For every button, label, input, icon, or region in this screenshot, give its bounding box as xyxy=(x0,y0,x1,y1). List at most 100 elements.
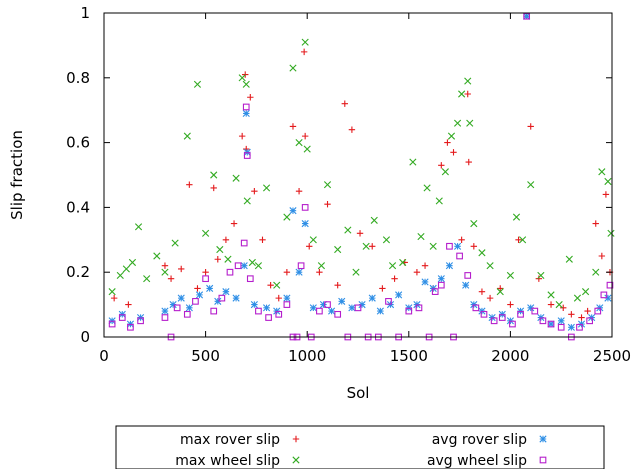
data-point xyxy=(506,271,514,280)
legend-label: max wheel slip xyxy=(175,453,280,469)
data-point xyxy=(183,132,191,140)
data-point xyxy=(453,119,462,127)
data-point xyxy=(323,181,332,189)
data-point xyxy=(356,230,364,237)
data-point xyxy=(547,320,555,328)
data-point xyxy=(464,272,472,279)
data-point xyxy=(557,323,565,331)
data-point xyxy=(226,268,234,276)
x-tick-label: 2500 xyxy=(593,347,631,365)
data-point xyxy=(316,307,323,315)
data-point xyxy=(161,307,169,315)
data-point xyxy=(527,304,535,312)
data-point xyxy=(594,307,602,315)
data-point xyxy=(238,132,246,140)
data-point xyxy=(173,304,181,312)
data-point xyxy=(382,236,391,244)
series-avg-rover-slip xyxy=(108,12,612,331)
data-point xyxy=(447,132,456,140)
data-point xyxy=(118,314,126,321)
data-point xyxy=(606,281,614,289)
data-point xyxy=(604,177,612,186)
data-point xyxy=(297,262,305,270)
data-point xyxy=(573,294,582,302)
data-point xyxy=(301,204,309,211)
y-tick-label: 0.4 xyxy=(66,198,90,216)
data-point xyxy=(303,145,311,153)
data-point xyxy=(324,200,331,208)
data-point xyxy=(578,314,585,321)
data-point xyxy=(341,100,348,107)
x-tick-label: 500 xyxy=(191,347,220,365)
data-point xyxy=(273,281,281,289)
data-point xyxy=(413,269,421,276)
data-point xyxy=(283,269,291,276)
data-point xyxy=(210,307,218,315)
data-point xyxy=(547,301,555,308)
data-point xyxy=(275,294,282,302)
data-point xyxy=(576,323,583,331)
data-point xyxy=(134,223,143,231)
data-point xyxy=(214,256,221,263)
data-point xyxy=(423,184,431,192)
data-point xyxy=(466,119,474,127)
data-point xyxy=(177,294,185,302)
data-point xyxy=(480,310,488,318)
data-point xyxy=(438,162,445,169)
data-point xyxy=(539,317,547,325)
data-point xyxy=(178,265,185,273)
data-point xyxy=(565,255,573,263)
legend-entries: max rover slip max wheel slip avg rover sl… xyxy=(175,432,547,469)
data-point xyxy=(370,216,378,224)
data-point xyxy=(324,301,331,308)
data-point xyxy=(348,304,356,312)
data-point xyxy=(125,301,132,308)
data-point xyxy=(602,191,610,198)
data-point xyxy=(289,123,297,130)
y-tick-label: 1 xyxy=(80,4,90,22)
data-point xyxy=(478,288,486,295)
legend-marker xyxy=(292,435,300,443)
y-tick-label: 0.2 xyxy=(66,263,90,281)
data-point xyxy=(478,249,486,257)
data-point xyxy=(193,80,202,88)
data-point xyxy=(222,236,230,243)
data-point xyxy=(194,285,201,292)
data-point xyxy=(607,229,615,237)
data-point xyxy=(604,294,612,302)
data-point xyxy=(243,152,251,159)
data-point xyxy=(255,307,262,315)
data-point xyxy=(464,90,471,98)
data-point xyxy=(600,291,608,299)
data-point xyxy=(421,262,429,269)
data-point xyxy=(509,320,516,328)
x-axis-title: Sol xyxy=(347,384,370,402)
data-point xyxy=(202,269,209,276)
data-point xyxy=(421,278,429,286)
data-point xyxy=(581,288,590,296)
data-point xyxy=(222,288,230,296)
data-point xyxy=(362,242,370,250)
data-point xyxy=(238,74,246,82)
data-point xyxy=(464,77,472,85)
data-point xyxy=(301,38,309,46)
data-point xyxy=(316,269,323,276)
data-point xyxy=(262,184,271,192)
data-point xyxy=(295,139,303,147)
data-point xyxy=(283,213,291,221)
data-point xyxy=(283,301,291,308)
data-point xyxy=(262,304,271,312)
data-point xyxy=(409,158,417,166)
legend-marker xyxy=(539,435,547,443)
data-point xyxy=(251,188,258,195)
data-point xyxy=(137,317,144,325)
legend-marker xyxy=(292,456,300,464)
y-tick-label: 0.6 xyxy=(66,134,90,152)
data-point xyxy=(267,281,274,289)
data-point xyxy=(122,265,130,273)
data-point xyxy=(547,291,555,299)
data-point xyxy=(254,262,263,270)
data-point xyxy=(458,236,465,243)
legend-label: avg rover slip xyxy=(432,432,527,448)
data-point xyxy=(523,12,531,20)
